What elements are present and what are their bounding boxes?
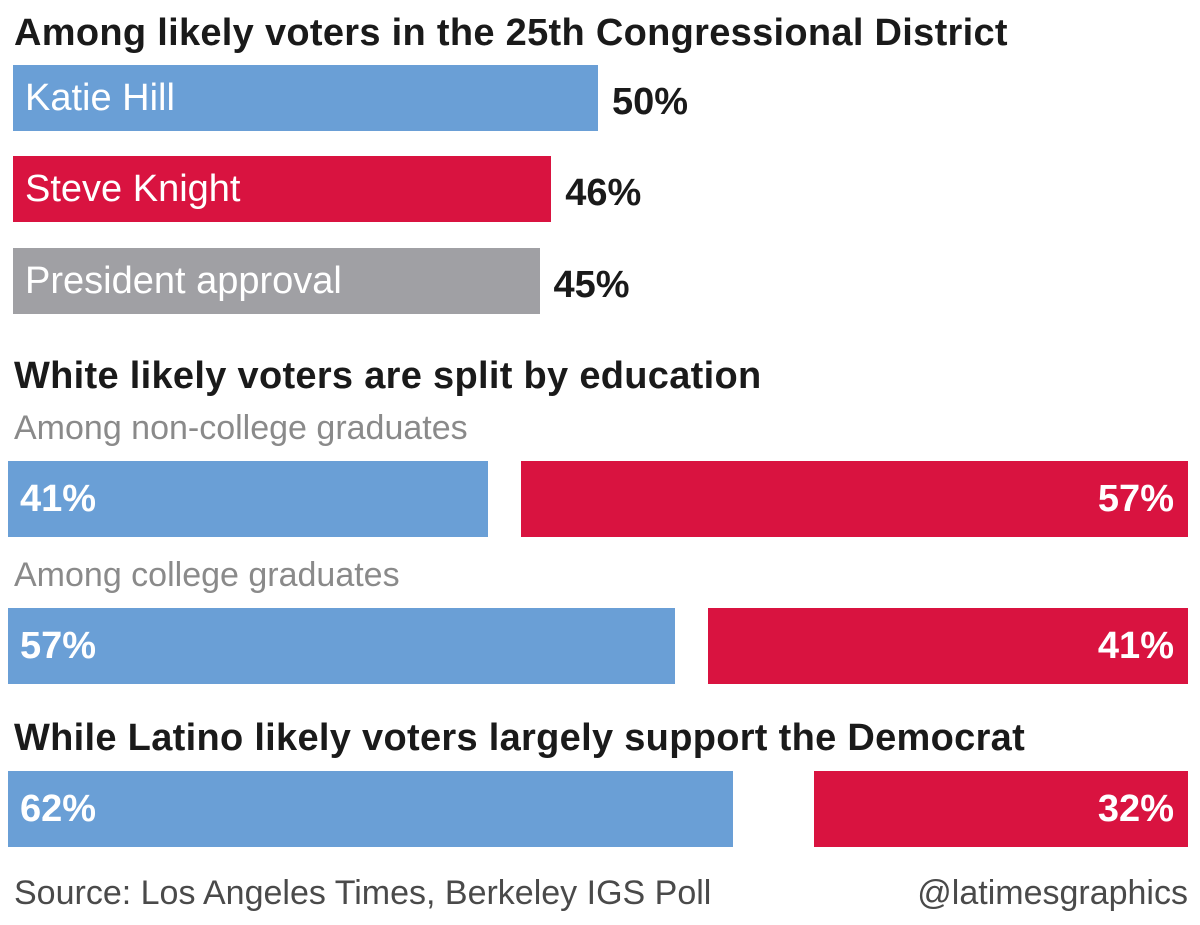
- value-label-katie-hill: 50%: [612, 81, 689, 123]
- subhead-non-college: Among non-college graduates: [14, 409, 468, 447]
- bar-value-non-college-dem: 41%: [20, 477, 97, 520]
- bar-value-college-dem: 57%: [20, 624, 97, 667]
- bar-label-katie-hill: Katie Hill: [25, 76, 175, 119]
- bar-president-approval: President approval: [13, 248, 540, 314]
- bar-college-dem: 57%: [8, 608, 675, 684]
- bar-value-latino-dem: 62%: [20, 787, 97, 830]
- bar-label-president-approval: President approval: [25, 259, 342, 302]
- bar-latino-rep: 32%: [813, 771, 1188, 847]
- credit-handle: @latimesgraphics: [917, 874, 1188, 912]
- bar-non-college-dem: 41%: [8, 461, 488, 537]
- bar-steve-knight: Steve Knight: [13, 156, 552, 222]
- bar-label-steve-knight: Steve Knight: [25, 167, 241, 210]
- bar-katie-hill: Katie Hill: [13, 65, 598, 131]
- section-title-latino-voters: While Latino likely voters largely suppo…: [14, 717, 1026, 759]
- value-label-president-approval: 45%: [553, 264, 630, 306]
- section-title-district: Among likely voters in the 25th Congress…: [14, 12, 1008, 54]
- source-note: Source: Los Angeles Times, Berkeley IGS …: [14, 874, 712, 912]
- bar-value-latino-rep: 32%: [1097, 787, 1174, 830]
- bar-value-non-college-rep: 57%: [1097, 477, 1174, 520]
- bar-latino-dem: 62%: [8, 771, 734, 847]
- bar-college-rep: 41%: [708, 608, 1188, 684]
- value-label-steve-knight: 46%: [565, 172, 642, 214]
- bar-value-college-rep: 41%: [1097, 624, 1174, 667]
- bar-non-college-rep: 57%: [521, 461, 1188, 537]
- subhead-college: Among college graduates: [14, 556, 400, 594]
- section-title-white-voters: White likely voters are split by educati…: [14, 355, 762, 397]
